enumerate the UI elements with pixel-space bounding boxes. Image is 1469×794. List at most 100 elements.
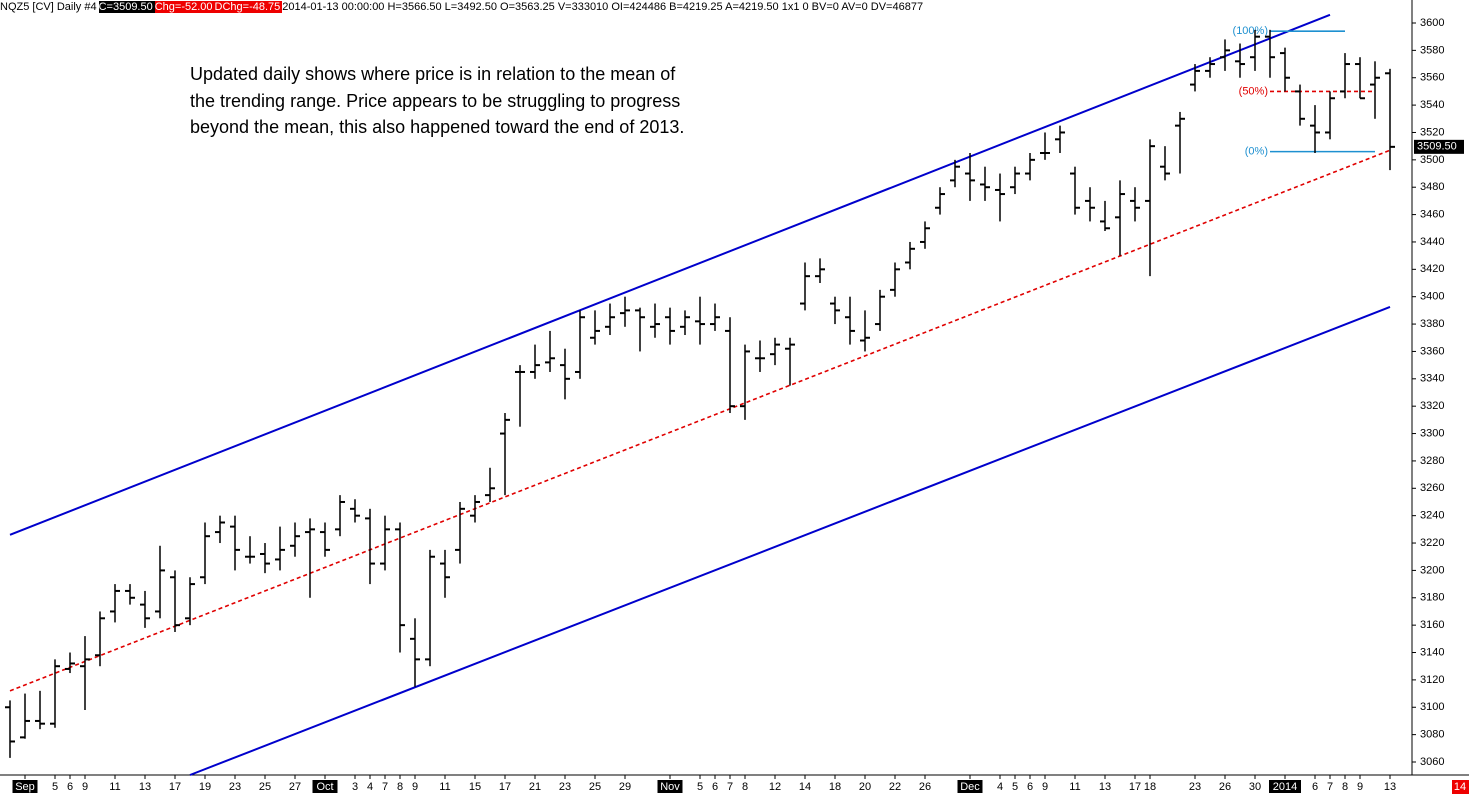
x-tick-label: 17: [1129, 781, 1141, 793]
x-tick-label: 20: [859, 781, 871, 793]
x-tick-label: 6: [712, 781, 718, 793]
y-tick-label: 3280: [1420, 455, 1444, 467]
y-tick-label: 3520: [1420, 126, 1444, 138]
x-tick-label: 6: [1027, 781, 1033, 793]
x-tick-label: 4: [997, 781, 1003, 793]
y-tick-label: 3300: [1420, 427, 1444, 439]
x-tick-label: 8: [742, 781, 748, 793]
month-box: [312, 780, 338, 793]
symbol: NQZ5 [CV] Daily #4: [0, 1, 97, 13]
x-tick-label: 2014: [1273, 781, 1297, 793]
x-tick-label: 7: [1327, 781, 1333, 793]
x-tick-label: 5: [52, 781, 58, 793]
y-tick-label: 3560: [1420, 72, 1444, 84]
change-box: Chg=-52.00: [154, 1, 215, 13]
x-tick-label: 9: [412, 781, 418, 793]
y-tick-label: 3200: [1420, 564, 1444, 576]
month-box: [1269, 780, 1301, 793]
close-box: C=3509.50: [98, 1, 155, 13]
x-tick-label: 22: [889, 781, 901, 793]
y-tick-label: 3580: [1420, 44, 1444, 56]
y-tick-label: 3460: [1420, 208, 1444, 220]
trendline: [9, 13, 1331, 536]
x-tick-label: 23: [1189, 781, 1201, 793]
fib-label: (0%): [1245, 146, 1268, 158]
annotation: the trending range. Price appears to be …: [190, 91, 680, 111]
x-tick-label: Dec: [960, 781, 980, 793]
x-tick-label: 18: [829, 781, 841, 793]
x-tick-label: 30: [1249, 781, 1261, 793]
y-tick-label: 3080: [1420, 729, 1444, 741]
fib-label: (100%): [1233, 25, 1268, 37]
x-tick-label: 3: [352, 781, 358, 793]
x-tick-label: 12: [769, 781, 781, 793]
info: 2014-01-13 00:00:00 H=3566.50 L=3492.50 …: [282, 1, 924, 13]
corner-box: [1452, 780, 1469, 794]
y-tick-label: 3100: [1420, 701, 1444, 713]
x-tick-label: Nov: [660, 781, 680, 793]
y-tick-label: 3480: [1420, 181, 1444, 193]
corner-label: 14: [1454, 781, 1466, 793]
header: NQZ5 [CV] Daily #4 C=3509.50 Chg=-52.00 DCh…: [0, 0, 925, 14]
x-tick-label: Sep: [15, 781, 35, 793]
x-tick-label: 29: [619, 781, 631, 793]
y-tick-label: 3400: [1420, 291, 1444, 303]
x-tick-label: 8: [397, 781, 403, 793]
x-tick-label: 15: [469, 781, 481, 793]
y-tick-label: 3380: [1420, 318, 1444, 330]
x-tick-label: 11: [109, 781, 120, 793]
x-tick-label: 27: [289, 781, 301, 793]
x-tick-label: 4: [367, 781, 373, 793]
y-tick-label: 3500: [1420, 154, 1444, 166]
x-tick-label: 9: [1357, 781, 1363, 793]
y-tick-label: 3600: [1420, 17, 1444, 29]
y-tick-label: 3120: [1420, 674, 1444, 686]
annotation: Updated daily shows where price is in re…: [190, 64, 676, 84]
x-tick-label: 17: [169, 781, 181, 793]
x-tick-label: 11: [439, 781, 450, 793]
x-tick-label: 13: [1384, 781, 1396, 793]
y-tick-label: 3340: [1420, 373, 1444, 385]
x-tick-label: 5: [1012, 781, 1018, 793]
y-tick-label: 3260: [1420, 482, 1444, 494]
x-tick-label: 6: [67, 781, 73, 793]
y-tick-label: 3420: [1420, 263, 1444, 275]
y-tick-label: 3320: [1420, 400, 1444, 412]
x-tick-label: 11: [1069, 781, 1080, 793]
x-tick-label: 26: [1219, 781, 1231, 793]
y-tick-label: 3360: [1420, 345, 1444, 357]
dchange-box: DChg=-48.75: [214, 1, 283, 13]
x-tick-label: 7: [382, 781, 388, 793]
x-tick-label: 23: [229, 781, 241, 793]
y-tick-label: 3220: [1420, 537, 1444, 549]
last-price-box: [1414, 139, 1464, 154]
x-tick-label: 26: [919, 781, 931, 793]
fib-label: (50%): [1239, 85, 1268, 97]
y-tick-label: 3160: [1420, 619, 1444, 631]
x-tick-label: 7: [727, 781, 733, 793]
x-tick-label: 23: [559, 781, 571, 793]
x-tick-label: 18: [1144, 781, 1156, 793]
annotation: beyond the mean, this also happened towa…: [190, 117, 684, 137]
x-tick-label: 25: [589, 781, 601, 793]
y-tick-label: 3060: [1420, 756, 1444, 768]
x-tick-label: 14: [799, 781, 811, 793]
x-tick-label: Oct: [316, 781, 333, 793]
x-tick-label: 9: [82, 781, 88, 793]
x-tick-label: 8: [1342, 781, 1348, 793]
x-tick-label: 13: [139, 781, 151, 793]
month-box: [657, 780, 683, 793]
y-tick-label: 3180: [1420, 592, 1444, 604]
x-tick-label: 5: [697, 781, 703, 793]
trendline: [9, 149, 1391, 692]
x-tick-label: 19: [199, 781, 211, 793]
y-tick-label: 3140: [1420, 646, 1444, 658]
x-tick-label: 6: [1312, 781, 1318, 793]
y-tick-label: 3540: [1420, 99, 1444, 111]
y-tick-label: 3240: [1420, 510, 1444, 522]
x-tick-label: 9: [1042, 781, 1048, 793]
x-tick-label: 17: [499, 781, 511, 793]
month-box: [12, 780, 38, 793]
